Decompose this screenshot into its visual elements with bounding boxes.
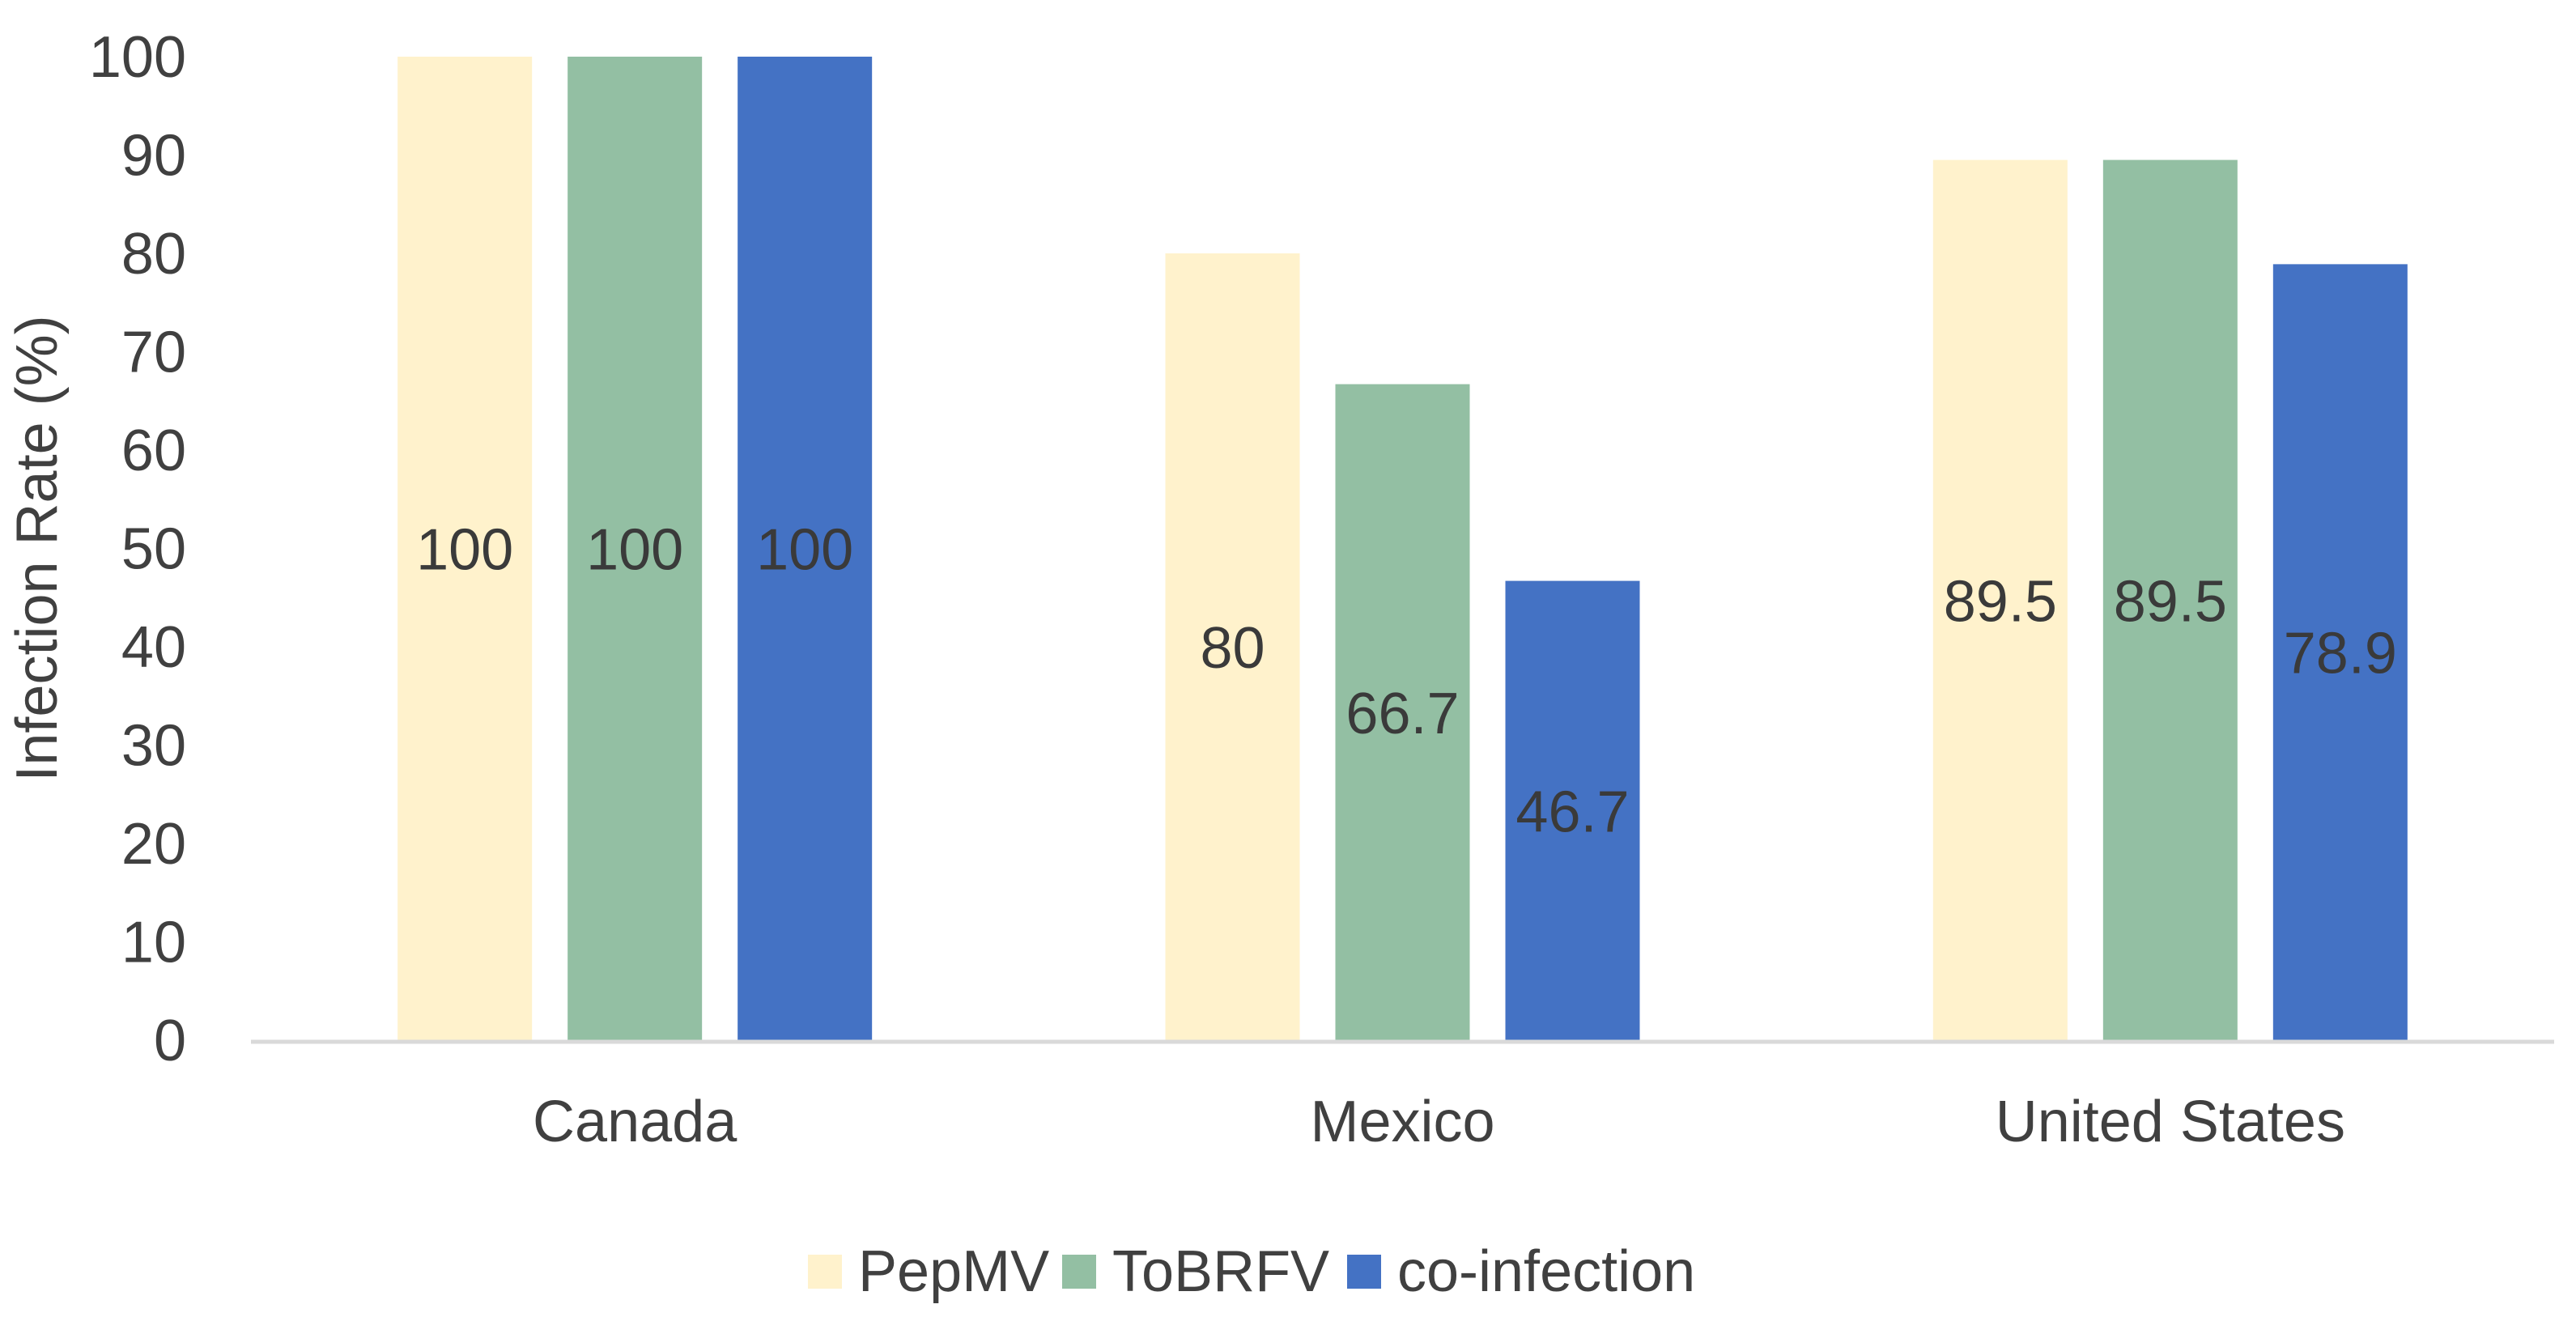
y-tick-label: 80	[121, 222, 186, 287]
y-axis-title: Infection Rate (%)	[5, 315, 70, 781]
x-axis: Canada Mexico United States	[533, 1090, 2345, 1154]
x-category-label: United States	[1996, 1090, 2345, 1154]
legend-swatch-co-infection	[1347, 1255, 1381, 1289]
data-label: 89.5	[2114, 569, 2227, 634]
y-tick-label: 50	[121, 517, 186, 582]
y-tick-label: 90	[121, 124, 186, 189]
data-label: 100	[416, 518, 513, 583]
bar-co-infection-canada	[738, 57, 873, 1040]
legend-label: PepMV	[858, 1239, 1049, 1304]
bar-co-infection-mexico	[1505, 580, 1640, 1040]
y-tick-label: 100	[89, 25, 186, 90]
bar-tobrfv-united-states	[2102, 159, 2238, 1041]
legend: PepMV ToBRFV co-infection	[808, 1239, 1695, 1304]
bars-group	[397, 57, 2408, 1041]
legend-swatch-pepmv	[808, 1255, 842, 1289]
y-tick-label: 0	[154, 1009, 186, 1073]
bar-co-infection-united-states	[2272, 264, 2408, 1040]
data-label: 46.7	[1515, 780, 1629, 844]
bar-tobrfv-mexico	[1335, 384, 1470, 1041]
legend-label: co-infection	[1397, 1239, 1695, 1304]
data-labels-group: 100 100 100 80 66.7 46.7 89.5 89.5 78.9	[416, 518, 2397, 845]
x-category-label: Mexico	[1310, 1090, 1494, 1154]
legend-swatch-tobrfv	[1062, 1255, 1096, 1289]
data-label: 80	[1200, 616, 1265, 681]
y-tick-label: 10	[121, 911, 186, 975]
data-label: 89.5	[1944, 569, 2057, 634]
data-label: 78.9	[2284, 622, 2397, 686]
bar-tobrfv-canada	[567, 57, 703, 1040]
legend-label: ToBRFV	[1112, 1239, 1329, 1304]
y-tick-label: 40	[121, 615, 186, 680]
data-label: 66.7	[1345, 682, 1459, 746]
bar-pepmv-mexico	[1165, 253, 1300, 1040]
x-category-label: Canada	[533, 1090, 738, 1154]
bar-pepmv-canada	[397, 57, 533, 1040]
y-tick-label: 20	[121, 812, 186, 877]
data-label: 100	[586, 518, 683, 583]
y-tick-label: 70	[121, 321, 186, 385]
y-axis: 0 10 20 30 40 50 60 70 80 90 100	[89, 25, 186, 1073]
y-tick-label: 30	[121, 714, 186, 779]
bar-pepmv-united-states	[1932, 159, 2068, 1041]
y-tick-label: 60	[121, 418, 186, 483]
data-label: 100	[756, 518, 853, 583]
